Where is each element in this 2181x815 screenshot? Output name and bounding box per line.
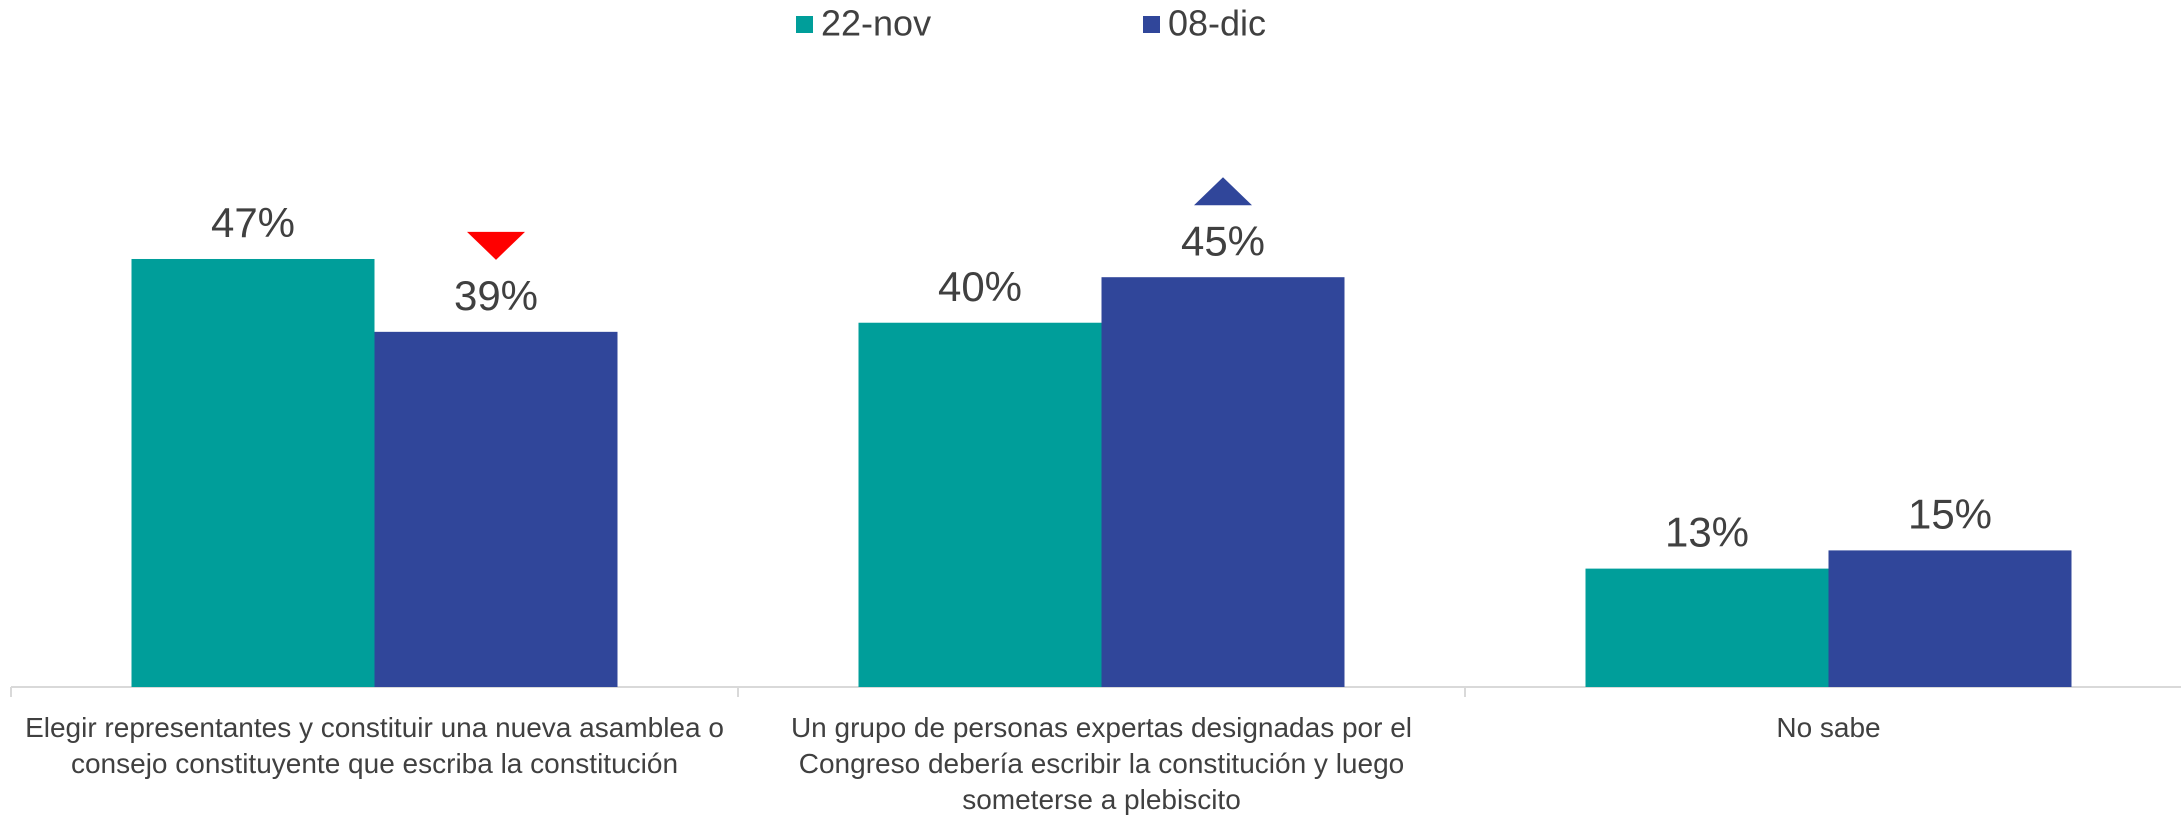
bar xyxy=(1828,550,2072,687)
x-tick-label: Un grupo de personas expertas designadas… xyxy=(790,712,1413,815)
x-tick-label: No sabe xyxy=(1776,712,1881,743)
bar xyxy=(1101,277,1345,687)
bar xyxy=(858,322,1102,687)
legend-swatch xyxy=(796,16,813,33)
data-label: 13% xyxy=(1665,509,1749,556)
change-marker xyxy=(467,231,525,260)
data-label: 40% xyxy=(938,263,1022,310)
bar xyxy=(131,258,375,687)
x-tick-label: Elegir representantes y constituir una n… xyxy=(25,712,724,779)
change-marker xyxy=(1194,177,1252,206)
data-label: 45% xyxy=(1181,217,1265,264)
data-label: 15% xyxy=(1908,490,1992,537)
bar xyxy=(1585,568,1829,687)
bar xyxy=(374,331,618,687)
legend-label: 22-nov xyxy=(821,3,931,44)
legend-label: 08-dic xyxy=(1168,3,1266,44)
data-label: 47% xyxy=(211,199,295,246)
legend-swatch xyxy=(1143,16,1160,33)
data-label: 39% xyxy=(454,272,538,319)
